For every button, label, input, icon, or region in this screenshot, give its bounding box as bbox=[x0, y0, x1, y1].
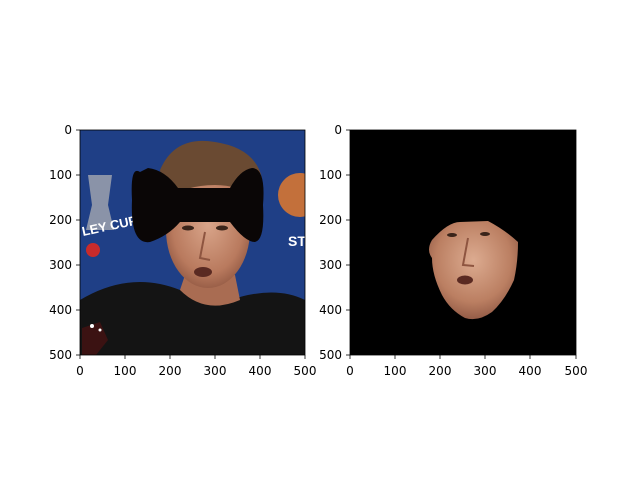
left-panel: LEY CUP ST bbox=[49, 123, 316, 378]
right-panel: 0 100 200 300 400 500 0 100 200 300 400 … bbox=[319, 123, 587, 378]
left-eye bbox=[182, 225, 194, 231]
left-xtick-label: 500 bbox=[294, 364, 317, 378]
right-xtick-label: 500 bbox=[565, 364, 588, 378]
right-ytick-label: 200 bbox=[319, 213, 342, 227]
left-xtick-label: 200 bbox=[159, 364, 182, 378]
mic-highlight-2 bbox=[98, 328, 102, 332]
right-xtick-label: 200 bbox=[429, 364, 452, 378]
microphone bbox=[82, 322, 108, 355]
left-ytick-label: 0 bbox=[64, 123, 72, 137]
cup-trophy-icon bbox=[86, 175, 114, 230]
masked-mouth bbox=[457, 275, 473, 285]
right-x-axis: 0 100 200 300 400 500 bbox=[346, 355, 587, 378]
left-y-axis: 0 100 200 300 400 500 bbox=[49, 123, 80, 362]
right-ytick-label: 300 bbox=[319, 258, 342, 272]
backdrop-logo-right bbox=[278, 173, 305, 217]
shirt bbox=[80, 282, 305, 355]
left-ytick-label: 500 bbox=[49, 348, 72, 362]
right-xtick-label: 300 bbox=[474, 364, 497, 378]
right-ytick-label: 500 bbox=[319, 348, 342, 362]
right-ytick-label: 0 bbox=[334, 123, 342, 137]
left-ytick-label: 300 bbox=[49, 258, 72, 272]
left-axes-frame bbox=[79, 129, 306, 356]
mic-highlight bbox=[90, 324, 94, 328]
masked-nose bbox=[461, 237, 475, 267]
right-ytick-label: 400 bbox=[319, 303, 342, 317]
right-xtick-label: 400 bbox=[519, 364, 542, 378]
left-ytick-label: 200 bbox=[49, 213, 72, 227]
right-y-axis: 0 100 200 300 400 500 bbox=[319, 123, 350, 362]
right-xtick-label: 0 bbox=[346, 364, 354, 378]
right-eye bbox=[216, 225, 228, 231]
backdrop-badge bbox=[86, 243, 100, 257]
backdrop-text-right: ST bbox=[288, 233, 306, 249]
left-xtick-label: 0 bbox=[76, 364, 84, 378]
left-xtick-label: 400 bbox=[249, 364, 272, 378]
left-ytick-label: 100 bbox=[49, 168, 72, 182]
left-photo: LEY CUP ST bbox=[80, 130, 306, 355]
masked-face bbox=[429, 221, 518, 320]
left-ytick-label: 400 bbox=[49, 303, 72, 317]
right-axes-frame bbox=[349, 129, 577, 356]
left-xtick-label: 100 bbox=[114, 364, 137, 378]
nose bbox=[198, 231, 211, 261]
right-ytick-label: 100 bbox=[319, 168, 342, 182]
mouth bbox=[194, 267, 212, 277]
bowtie-occluder bbox=[131, 168, 264, 243]
right-image bbox=[350, 130, 576, 355]
masked-left-eye bbox=[447, 233, 457, 237]
right-xtick-label: 100 bbox=[384, 364, 407, 378]
left-xtick-label: 300 bbox=[204, 364, 227, 378]
masked-right-eye bbox=[480, 232, 490, 236]
left-x-axis: 0 100 200 300 400 500 bbox=[76, 355, 316, 378]
